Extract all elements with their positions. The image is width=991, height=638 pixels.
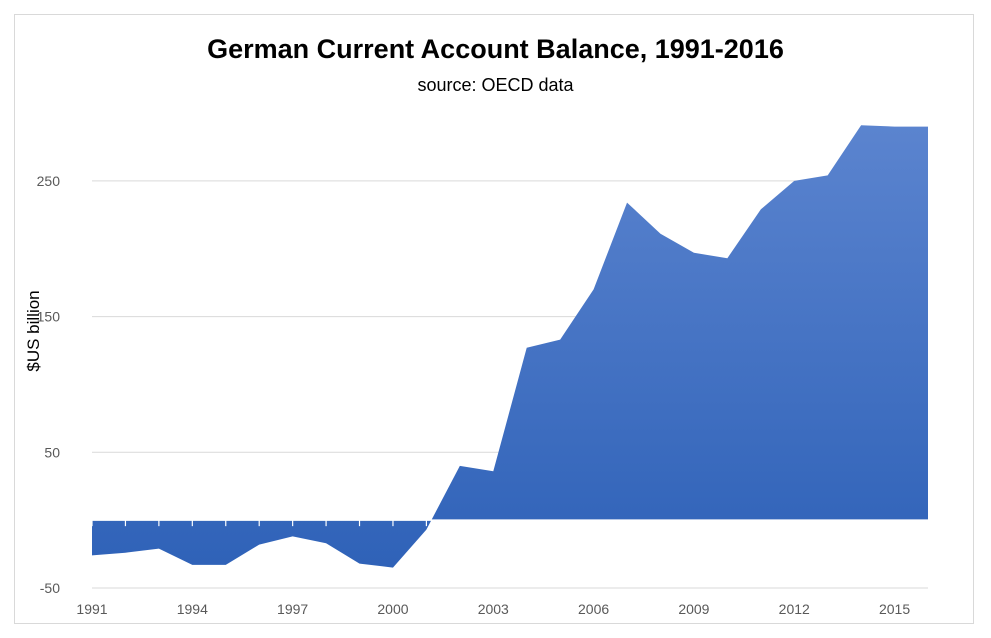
y-tick-label: 150 — [37, 309, 61, 325]
y-tick-label: -50 — [40, 580, 60, 596]
x-tick-label: 2009 — [678, 601, 709, 617]
x-tick-label: 2015 — [879, 601, 910, 617]
x-tick-label: 2003 — [478, 601, 509, 617]
x-tick-label: 1994 — [177, 601, 208, 617]
chart-title: German Current Account Balance, 1991-201… — [207, 34, 784, 64]
series-layer — [92, 125, 928, 568]
y-tick-label: 250 — [37, 173, 61, 189]
y-axis-title: $US billion — [24, 290, 43, 371]
x-tick-label: 2006 — [578, 601, 609, 617]
area-series-1 — [92, 125, 928, 568]
x-tick-label: 2000 — [377, 601, 408, 617]
chart-subtitle: source: OECD data — [417, 75, 574, 95]
y-tick-label: 50 — [44, 444, 60, 460]
x-tick-label: 1991 — [76, 601, 107, 617]
x-tick-label: 2012 — [779, 601, 810, 617]
tick-labels: 1991 1994 1997 2000 2003 2006 2009 2012 2015 -50 5… — [37, 173, 911, 617]
axis-layer — [91, 519, 929, 527]
x-tick-label: 1997 — [277, 601, 308, 617]
